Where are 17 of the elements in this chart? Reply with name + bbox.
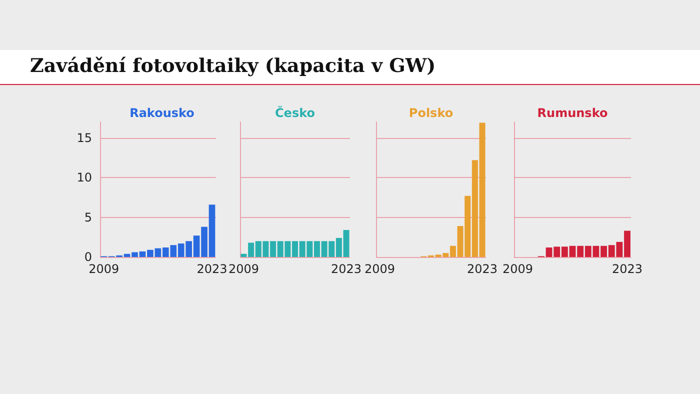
y-tick-label: 5: [84, 210, 92, 224]
text: Zavádění fotovoltaiky (kapacita v GW): [30, 55, 436, 77]
chart-title: Rumunsko: [537, 106, 608, 120]
y-tick-label: 15: [76, 130, 92, 145]
x-tick-label: 2009: [228, 262, 260, 276]
x-tick-label: 2023: [330, 262, 362, 276]
chart-title: Polsko: [408, 106, 454, 120]
x-tick-label: 2023: [196, 262, 228, 276]
y-tick-label: 0: [84, 250, 92, 264]
x-tick-label: 2009: [502, 262, 534, 276]
x-tick-label: 2009: [88, 262, 120, 276]
y-tick-label: 10: [76, 170, 92, 185]
chart-title: Česko: [275, 105, 315, 120]
x-tick-label: 2023: [612, 262, 643, 276]
x-tick-label: 2023: [466, 262, 498, 276]
chart-title: Rakousko: [130, 106, 194, 120]
x-tick-label: 2009: [364, 262, 396, 276]
